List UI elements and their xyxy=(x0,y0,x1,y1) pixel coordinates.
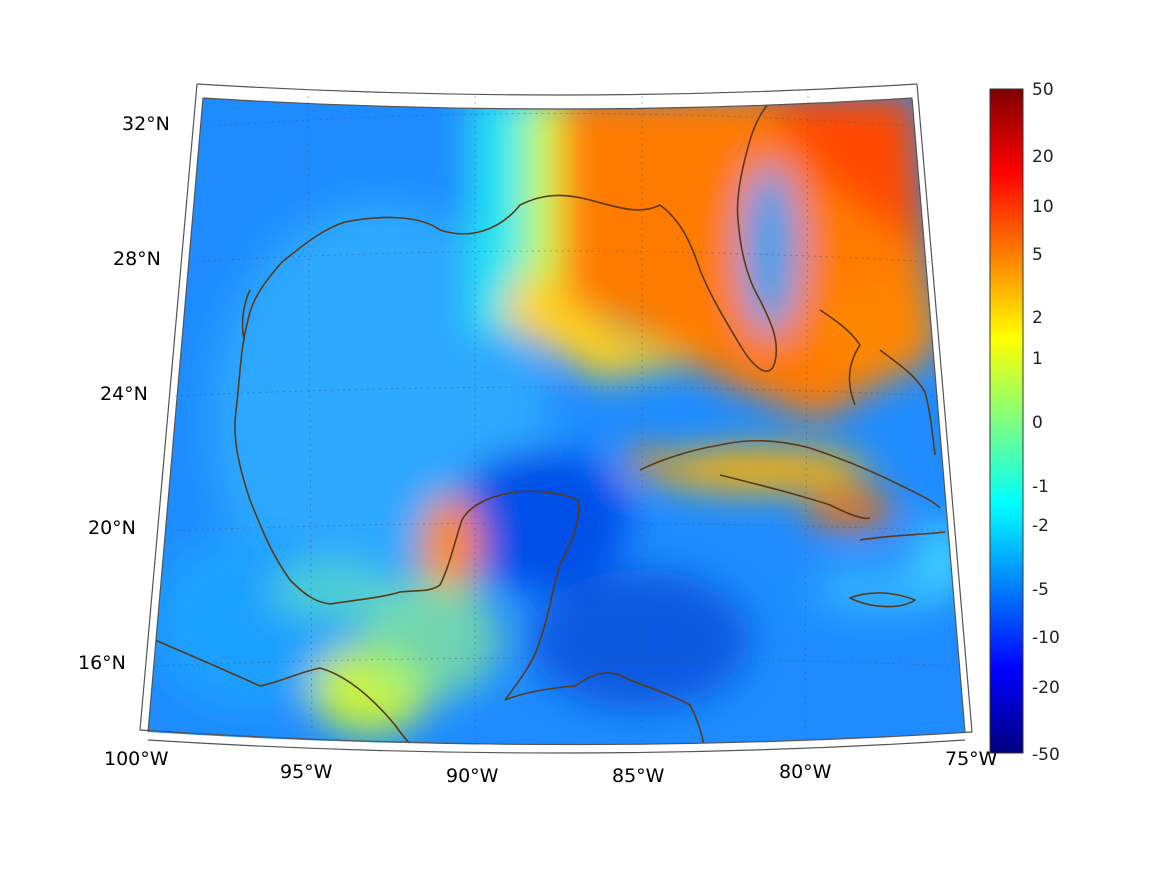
coastlines xyxy=(154,98,946,745)
colorbar-label: 0 xyxy=(1032,413,1043,433)
colorbar-ticks: 50 20 10 5 2 1 0 -1 -2 -5 -10 -20 -50 xyxy=(1032,80,1060,765)
lat-label-16: 16°N xyxy=(78,652,126,674)
lon-label-95w: 95°W xyxy=(280,761,333,783)
map-frame xyxy=(139,83,973,754)
lon-label-85w: 85°W xyxy=(612,765,665,787)
colorbar-label: 20 xyxy=(1032,147,1054,167)
lat-label-24: 24°N xyxy=(100,383,148,405)
latitude-labels: 32°N 28°N 24°N 20°N 16°N xyxy=(78,113,170,674)
lon-label-80w: 80°W xyxy=(779,761,832,783)
colorbar: 50 20 10 5 2 1 0 -1 -2 -5 -10 -20 -50 xyxy=(989,80,1060,765)
lat-label-20: 20°N xyxy=(88,517,136,539)
colorbar-label: 10 xyxy=(1032,197,1054,217)
colorbar-label: -10 xyxy=(1032,628,1060,648)
lat-label-28: 28°N xyxy=(113,248,161,270)
lon-label-75w: 75°W xyxy=(945,748,998,770)
lon-label-100w: 100°W xyxy=(104,748,169,770)
data-field xyxy=(148,98,965,745)
colorbar-label: 2 xyxy=(1032,308,1043,328)
colorbar-label: -5 xyxy=(1032,580,1049,600)
colorbar-label: -1 xyxy=(1032,477,1049,497)
lon-label-90w: 90°W xyxy=(446,765,499,787)
colorbar-gradient xyxy=(989,88,1024,754)
longitude-labels: 100°W 95°W 90°W 85°W 80°W 75°W xyxy=(104,748,998,787)
colorbar-label: -2 xyxy=(1032,516,1049,536)
colorbar-label: 5 xyxy=(1032,245,1043,265)
colorbar-label: -50 xyxy=(1032,745,1060,765)
graticule xyxy=(154,95,961,745)
lat-label-32: 32°N xyxy=(122,113,170,135)
colorbar-label: -20 xyxy=(1032,678,1060,698)
colorbar-label: 1 xyxy=(1032,349,1043,369)
colorbar-label: 50 xyxy=(1032,80,1054,100)
